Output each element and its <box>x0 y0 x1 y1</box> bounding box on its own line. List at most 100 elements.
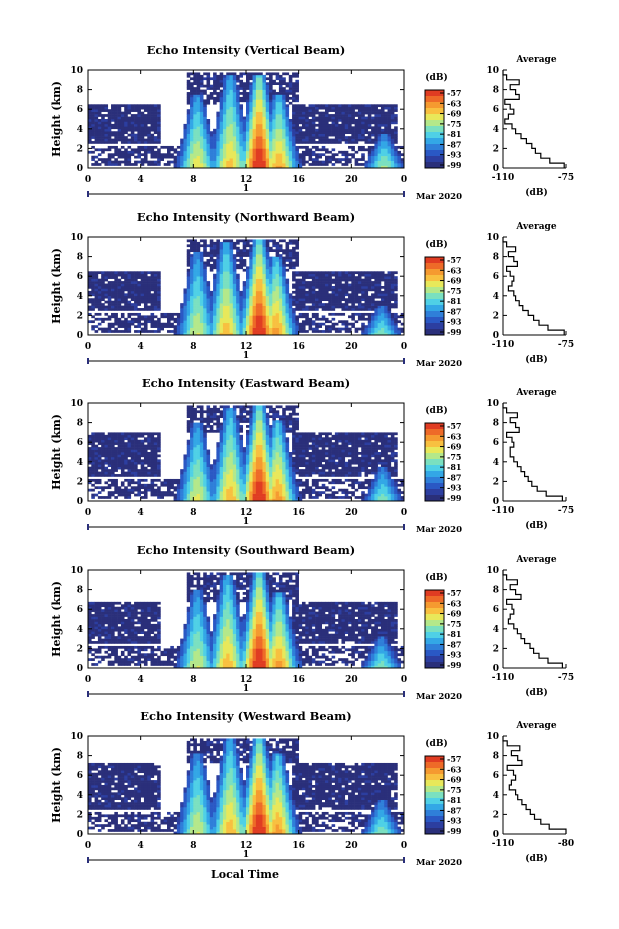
heatmap-cell <box>186 322 191 326</box>
heatmap-cell <box>190 94 194 98</box>
heatmap-cell <box>367 145 372 149</box>
heatmap-cell <box>351 286 355 289</box>
heatmap-cell <box>311 305 316 309</box>
colorbar-swatch <box>425 311 444 318</box>
heatmap-cell <box>203 278 207 282</box>
heatmap-cell <box>255 293 260 297</box>
heatmap-cell <box>130 123 135 127</box>
heatmap-cell <box>180 310 184 314</box>
heatmap-cell <box>180 143 184 147</box>
heatmap-cell <box>278 263 283 267</box>
heatmap-cell <box>311 330 316 333</box>
heatmap-cell <box>311 138 316 142</box>
heatmap-cell <box>265 119 270 122</box>
heatmap-cell <box>354 281 359 284</box>
heatmap-cell <box>275 165 280 169</box>
heatmap-cell <box>124 158 128 161</box>
heatmap-cell <box>255 271 260 275</box>
heatmap-cell <box>236 330 240 333</box>
heatmap-cell <box>226 89 230 93</box>
heatmap-cell <box>226 72 230 76</box>
heatmap-cell <box>127 293 132 297</box>
heatmap-cell <box>338 330 342 333</box>
heatmap-cell <box>308 163 313 166</box>
heatmap-cell <box>275 116 280 120</box>
heatmap-cell <box>292 74 296 78</box>
heatmap-cell <box>196 330 201 333</box>
heatmap-cell <box>196 298 201 301</box>
heatmap-cell <box>137 283 141 287</box>
heatmap-cell <box>216 288 220 292</box>
heatmap-cell <box>384 158 388 161</box>
heatmap-cell <box>249 259 253 262</box>
heatmap-cell <box>292 330 296 333</box>
heatmap-cell <box>262 300 267 304</box>
heatmap-cell <box>295 283 299 287</box>
heatmap-cell <box>259 286 263 289</box>
colorbar-label: -57 <box>447 255 461 265</box>
heatmap-cell <box>315 158 319 161</box>
heatmap-cell <box>196 96 201 100</box>
heatmap-cell <box>255 239 260 243</box>
heatmap-cell <box>377 295 382 299</box>
heatmap-cell <box>246 273 250 277</box>
heatmap-cell <box>400 312 405 316</box>
heatmap-cell <box>341 276 346 279</box>
heatmap-cell <box>262 94 267 98</box>
heatmap-cell <box>203 141 207 144</box>
heatmap-cell <box>285 145 290 149</box>
heatmap-cell <box>88 293 92 297</box>
heatmap-cell <box>216 293 220 297</box>
heatmap-cell <box>262 295 267 299</box>
heatmap-cell <box>285 150 290 154</box>
heatmap-cell <box>226 160 230 164</box>
heatmap-cell <box>94 276 99 279</box>
heatmap-cell <box>193 241 197 245</box>
heatmap-cell <box>219 241 224 245</box>
heatmap-cell <box>199 150 204 154</box>
heatmap-cell <box>278 268 283 272</box>
heatmap-cell <box>239 148 244 152</box>
heatmap-cell <box>163 315 168 319</box>
heatmap-cell <box>331 298 336 301</box>
heatmap-cell <box>137 298 141 301</box>
heatmap-cell <box>157 317 161 321</box>
heatmap-cell <box>308 322 313 326</box>
heatmap-cell <box>193 92 197 95</box>
heatmap-cell <box>255 158 260 161</box>
heatmap-cell <box>325 305 329 309</box>
heatmap-cell <box>140 126 145 130</box>
heatmap-cell <box>232 109 237 112</box>
heatmap-cell <box>222 89 227 93</box>
heatmap-cell <box>377 109 382 112</box>
heatmap-cell <box>157 288 161 292</box>
heatmap-cell <box>236 116 240 120</box>
heatmap-cell <box>262 288 267 292</box>
heatmap-cell <box>153 114 158 117</box>
heatmap-cell <box>328 278 332 282</box>
heatmap-cell <box>315 322 319 326</box>
heatmap-cell <box>344 283 349 287</box>
heatmap-cell <box>190 305 194 309</box>
heatmap-cell <box>88 278 92 282</box>
heatmap-cell <box>180 138 184 142</box>
heatmap-cell <box>318 300 323 304</box>
heatmap-cell <box>285 138 290 142</box>
heatmap-cell <box>308 109 313 112</box>
heatmap-cell <box>338 123 342 127</box>
heatmap-cell <box>91 300 95 304</box>
heatmap-cell <box>143 293 148 297</box>
heatmap-cell <box>190 288 194 292</box>
colorbar-swatch <box>425 305 444 312</box>
heatmap-cell <box>206 121 211 125</box>
heatmap-cell <box>157 141 161 144</box>
heatmap-cell <box>130 128 135 132</box>
heatmap-cell <box>338 305 342 309</box>
heatmap-cell <box>374 322 378 326</box>
heatmap-cell <box>232 89 237 93</box>
heatmap-cell <box>117 104 122 108</box>
heatmap-cell <box>206 300 211 304</box>
heatmap-cell <box>232 153 237 157</box>
heatmap-cell <box>328 327 332 331</box>
heatmap-cell <box>282 138 286 142</box>
